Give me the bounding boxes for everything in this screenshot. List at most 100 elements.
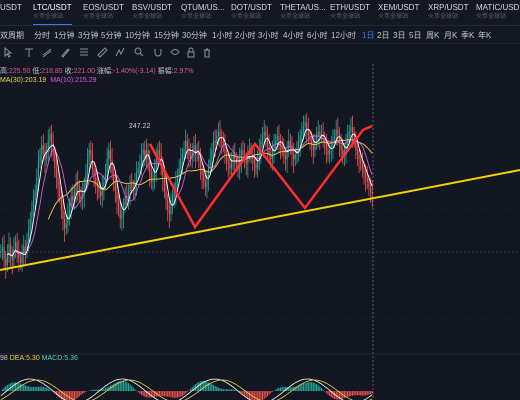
ticker-tab[interactable]: USDT <box>0 0 22 25</box>
macd-bar <box>129 384 131 391</box>
zoom-icon[interactable] <box>134 47 145 58</box>
candle-body <box>193 145 195 150</box>
high-price-marker: 247.22 <box>129 123 151 130</box>
ticker-tab[interactable]: MATIC/USD 火币全球站 <box>476 0 519 25</box>
candle-body <box>288 140 290 150</box>
candle-body <box>190 154 192 160</box>
candle-body <box>47 140 49 153</box>
timeframe-option[interactable]: 3小时 <box>258 31 279 40</box>
macd-bar <box>332 391 334 399</box>
macd-bar <box>176 391 179 398</box>
pen-icon[interactable] <box>60 47 71 58</box>
dea-line <box>0 379 373 400</box>
macd-bar <box>315 383 318 391</box>
text-icon[interactable] <box>24 47 35 58</box>
macd-bar <box>121 380 123 391</box>
timeframe-option[interactable]: 6小时 <box>307 31 328 40</box>
timeframe-option[interactable]: 1日 <box>362 31 375 40</box>
candle-body <box>28 230 30 242</box>
macd-bar <box>154 391 156 398</box>
macd-value: 5.36 <box>64 355 78 362</box>
macd-bar <box>247 391 249 398</box>
timeframe-option[interactable]: 3日 <box>393 31 406 40</box>
candle-body <box>209 159 211 169</box>
timeframe-option[interactable]: 双周期 <box>0 31 24 40</box>
candle-body <box>201 168 203 176</box>
candle-body <box>108 150 110 160</box>
ruler-icon[interactable] <box>97 47 108 58</box>
macd-bar <box>219 388 221 391</box>
timeframe-option[interactable]: 周K <box>426 31 440 40</box>
macd-bar <box>83 391 85 393</box>
candle-body <box>106 159 108 173</box>
candlestick-chart[interactable] <box>0 44 520 400</box>
candle-body <box>62 209 64 219</box>
trash-icon[interactable] <box>202 47 213 58</box>
candle-body <box>342 150 344 155</box>
candle-body <box>365 173 367 178</box>
macd-bar <box>275 389 277 391</box>
timeframe-option[interactable]: 5分钟 <box>101 31 122 40</box>
candle-body <box>329 150 331 155</box>
timeframe-option[interactable]: 月K <box>444 31 458 40</box>
macd-bar <box>347 391 349 397</box>
timeframe-option[interactable]: 4小时 <box>283 31 304 40</box>
timeframe-option[interactable]: 2小时 <box>235 31 256 40</box>
timeframe-option[interactable]: 30分钟 <box>182 31 207 40</box>
ticker-tab[interactable]: ETH/USDT 火币全球站 <box>330 0 370 25</box>
timeframe-option[interactable]: 1分钟 <box>54 31 75 40</box>
pattern-icon[interactable] <box>115 47 126 58</box>
candle-body <box>150 173 152 183</box>
macd-bar <box>91 389 94 391</box>
timeframe-option[interactable]: 15分钟 <box>154 31 179 40</box>
timeframe-option[interactable]: 2日 <box>377 31 390 40</box>
timeframe-option[interactable]: 10分钟 <box>125 31 150 40</box>
macd-bar <box>327 391 329 395</box>
ticker-tab[interactable]: BSV/USDT 火币全球站 <box>132 0 172 25</box>
candle-body <box>324 138 326 144</box>
lock-icon[interactable] <box>186 47 197 58</box>
macd-bar <box>163 391 165 397</box>
fib-icon[interactable] <box>79 47 90 58</box>
candle-body <box>68 205 71 215</box>
macd-bar <box>167 391 169 397</box>
amplitude-label: 振幅: <box>157 68 174 75</box>
channel-icon[interactable] <box>42 47 53 58</box>
ticker-tab[interactable]: LTC/USDT 火币全球站 <box>33 0 72 25</box>
ticker-exchange: 火币全球站 <box>428 14 459 20</box>
candle-body <box>340 143 342 150</box>
macd-bar <box>16 382 18 391</box>
macd-bar <box>77 391 79 398</box>
timeframe-option[interactable]: 3分钟 <box>78 31 99 40</box>
ticker-tab[interactable]: XEM/USDT 火币全球站 <box>378 0 419 25</box>
candle-body <box>314 140 316 150</box>
candle-body <box>137 168 139 173</box>
ticker-tab[interactable]: DOT/USDT 火币全球站 <box>231 0 272 25</box>
ticker-tab[interactable]: THETA/US... 火币全球站 <box>280 0 326 25</box>
candle-body <box>315 136 318 141</box>
candle-body <box>208 168 210 178</box>
ticker-tab[interactable]: EOS/USDT 火币全球站 <box>83 0 124 25</box>
macd-bar <box>158 391 161 397</box>
macd-bar <box>152 391 154 398</box>
ticker-tab[interactable]: XRP/USDT 火币全球站 <box>428 0 468 25</box>
candle-body <box>302 127 305 132</box>
candle-body <box>360 159 362 164</box>
timeframe-option[interactable]: 1小时 <box>212 31 233 40</box>
magnet-icon[interactable] <box>153 47 164 58</box>
eye-icon[interactable] <box>170 47 181 58</box>
macd-bar <box>68 391 71 400</box>
macd-bar <box>244 391 246 396</box>
ticker-symbol: USDT <box>0 3 22 12</box>
cursor-icon[interactable] <box>3 47 14 58</box>
timeframe-option[interactable]: 年K <box>478 31 492 40</box>
macd-bar <box>248 391 251 400</box>
timeframe-option[interactable]: 分时 <box>34 31 50 40</box>
timeframe-option[interactable]: 5日 <box>409 31 422 40</box>
candle-body <box>258 150 260 160</box>
timeframe-option[interactable]: 季K <box>461 31 475 40</box>
macd-bar <box>212 385 215 391</box>
timeframe-option[interactable]: 12小时 <box>331 31 356 40</box>
candle-body <box>226 154 228 160</box>
ticker-tab[interactable]: QTUM/US... 火币全球站 <box>181 0 225 25</box>
